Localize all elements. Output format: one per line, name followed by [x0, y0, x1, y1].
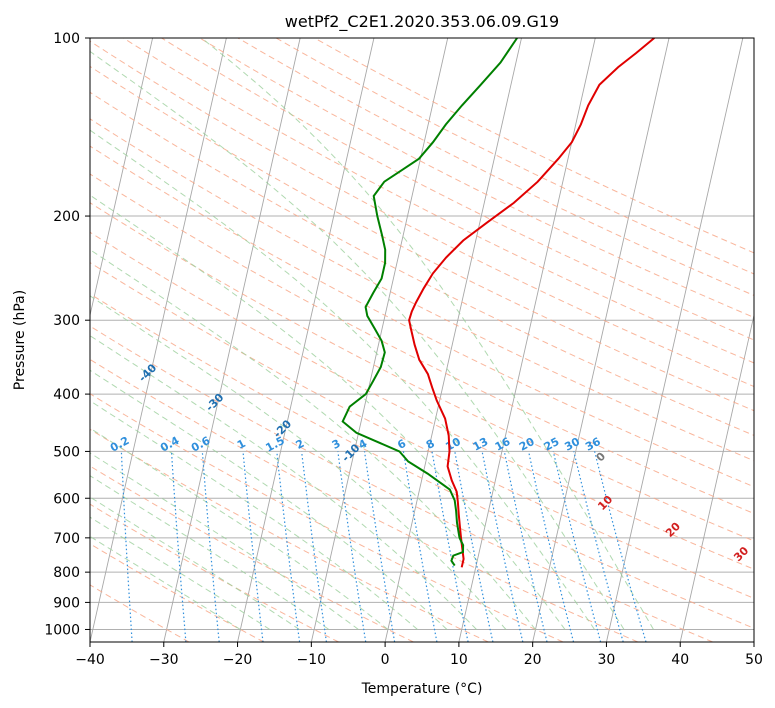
x-tick-label: −20 [223, 652, 253, 668]
mixing-ratio-label: 16 [493, 435, 513, 454]
plot-frame [89, 37, 755, 643]
y-tick-label: 400 [53, 387, 80, 403]
dry-adiabat-line [314, 38, 754, 254]
isotherm-line [90, 38, 154, 318]
dewpoint-profile-line [341, 38, 518, 567]
mixing-ratio-line [301, 451, 327, 642]
dry-adiabat-line [90, 325, 713, 642]
mixing-ratio-label: 25 [542, 435, 562, 454]
x-tick-label: −30 [149, 652, 179, 668]
mixing-ratio-line [337, 451, 367, 642]
y-tick-label: 1000 [44, 622, 80, 638]
chart-title: wetPf2_C2E1.2020.353.06.09.G19 [285, 12, 559, 32]
moist-adiabat-line [201, 38, 654, 630]
moist-adiabat-line [90, 50, 625, 630]
isotherm-line [679, 313, 754, 642]
mixing-ratio-line [594, 451, 647, 642]
dry-adiabat-line [90, 393, 564, 642]
moist-adiabat-line [90, 335, 477, 630]
temperature-profile-line [408, 38, 655, 568]
dry-adiabat-line [90, 65, 754, 412]
moist-adiabat-line [90, 295, 507, 630]
x-tick-label: 30 [598, 652, 616, 668]
y-tick-label: 600 [53, 491, 80, 507]
moist-adiabat-line [90, 369, 448, 630]
y-axis: 1000 900 800 700 600 500 400 300 200 100 [44, 31, 90, 638]
y-tick-label: 800 [53, 565, 80, 581]
y-tick-label: 200 [53, 209, 80, 225]
x-tick-label: 10 [450, 652, 468, 668]
mixing-ratio-label: 20 [517, 435, 537, 454]
dry-adiabat-line [237, 38, 754, 297]
isotherm-line [237, 38, 375, 642]
mixing-ratio-line [431, 451, 469, 642]
dry-adiabat-line [90, 231, 754, 570]
dry-adiabat-line [90, 91, 754, 436]
x-tick-label: 50 [745, 652, 763, 668]
moist-adiabat-line [90, 129, 595, 630]
dry-adiabat-line [90, 40, 754, 388]
moist-adiabat-line [90, 249, 536, 630]
y-tick-label: 500 [53, 444, 80, 460]
mixing-ratio-line [454, 451, 494, 642]
x-tick-label: 40 [671, 652, 689, 668]
y-axis-label: Pressure (hPa) [12, 290, 28, 390]
isotherm-line [384, 38, 522, 642]
dry-adiabat-line [90, 428, 489, 642]
mixing-ratio-line [503, 451, 548, 642]
y-tick-label: 100 [53, 31, 80, 47]
isotherm-line [163, 38, 301, 642]
dry-adiabat-line [199, 38, 754, 318]
x-tick-label: −40 [75, 652, 105, 668]
dry-adiabat-line [90, 262, 754, 599]
moist-adiabat-line [90, 400, 418, 630]
moist-adiabat-line [90, 427, 389, 630]
y-tick-label: 300 [53, 313, 80, 329]
isotherm-line [90, 38, 227, 642]
mixing-ratio-line [573, 451, 624, 642]
mixing-ratio-line [481, 451, 524, 642]
x-axis-label: Temperature (°C) [361, 681, 483, 697]
dry-adiabat-line [275, 38, 754, 275]
x-axis: −40 −30 −20 −10 0 10 20 30 40 50 [75, 642, 763, 668]
mixing-ratio-label: 36 [583, 435, 603, 454]
dry-adiabat-line [90, 293, 754, 629]
moist-adiabat-line [90, 194, 566, 630]
mixing-ratio-line [276, 451, 301, 642]
moist-adiabat-line [90, 452, 359, 630]
dry-adiabat-line [90, 503, 339, 642]
y-tick-label: 900 [53, 595, 80, 611]
mixing-ratio-label: 30 [562, 435, 582, 454]
x-tick-label: −10 [297, 652, 327, 668]
mixing-ratio-line [363, 451, 396, 642]
y-tick-label: 700 [53, 531, 80, 547]
plot-area: 0.10.20.40.611.52346810131620253036-100-… [90, 38, 754, 642]
isotherm-line [310, 38, 449, 642]
dry-adiabat-line [123, 38, 754, 364]
mixing-ratio-line [402, 451, 438, 642]
x-tick-label: 0 [381, 652, 390, 668]
isotherm-line [606, 38, 744, 642]
dry-adiabat-line [161, 38, 754, 341]
x-tick-label: 20 [524, 652, 542, 668]
mixing-ratio-line [528, 451, 575, 642]
mixing-ratio-line [552, 451, 602, 642]
mixing-ratio-label: 13 [471, 435, 491, 454]
